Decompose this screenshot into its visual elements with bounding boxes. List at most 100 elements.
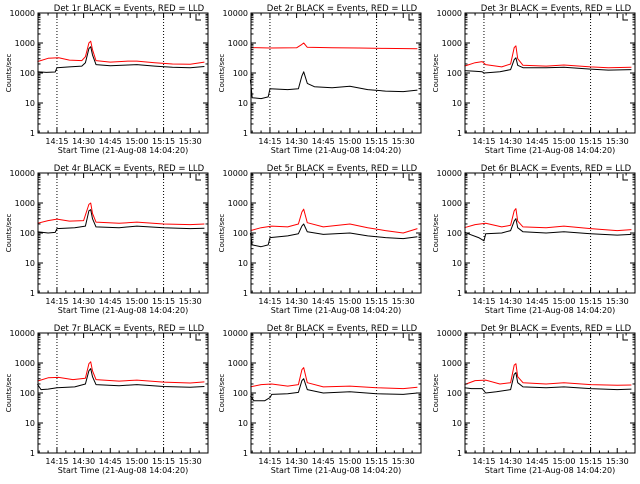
panel-title: Det 9r BLACK = Events, RED = LLD (481, 324, 632, 334)
x-axis-label: Start Time (21-Aug-08 14:04:20) (58, 466, 189, 475)
y-tick-label: 1000 (228, 359, 248, 368)
y-tick-label: 1000 (15, 359, 35, 368)
y-tick-label: 10000 (437, 169, 462, 178)
x-tick-label: 14:15 (258, 457, 281, 466)
detector-panel: Det 5r BLACK = Events, RED = LLD 1 10 100 10… (218, 164, 422, 315)
x-tick-label: 15:00 (338, 457, 361, 466)
detector-panel: Det 2r BLACK = Events, RED = LLD 1 10 100 10… (218, 4, 422, 155)
y-tick-label: 1 (243, 289, 248, 298)
y-tick-label: 100 (447, 69, 462, 78)
panel-title: Det 8r BLACK = Events, RED = LLD (267, 324, 418, 334)
y-tick-label: 10000 (437, 329, 462, 338)
x-tick-label: 15:15 (152, 457, 175, 466)
y-tick-label: 1000 (442, 199, 462, 208)
y-tick-label: 1 (30, 449, 35, 458)
lld-series-line (250, 42, 418, 50)
x-axis-label: Start Time (21-Aug-08 14:04:20) (58, 306, 189, 315)
y-axis-label: Counts/sec (432, 374, 440, 413)
x-tick-label: 15:30 (179, 297, 202, 306)
y-axis-label: Counts/sec (5, 374, 13, 413)
y-axis-label: Counts/sec (432, 214, 440, 253)
x-tick-label: 14:45 (99, 137, 122, 146)
x-tick-label: 15:00 (552, 137, 575, 146)
y-tick-label: 1 (457, 289, 462, 298)
y-tick-label: 10 (238, 259, 248, 268)
x-tick-label: 15:15 (579, 297, 602, 306)
x-tick-label: 14:45 (99, 457, 122, 466)
y-tick-label: 100 (233, 69, 248, 78)
detector-panel: Det 6r BLACK = Events, RED = LLD 1 10 100 10… (432, 164, 636, 315)
events-series-line (464, 218, 632, 242)
x-tick-label: 14:30 (285, 137, 308, 146)
detector-panel: Det 4r BLACK = Events, RED = LLD 1 10 100 10… (5, 164, 209, 315)
corner-marker (195, 14, 201, 21)
y-tick-label: 100 (20, 389, 35, 398)
y-tick-label: 1 (243, 129, 248, 138)
events-series-line (36, 368, 205, 391)
y-tick-label: 1000 (442, 39, 462, 48)
x-axis-label: Start Time (21-Aug-08 14:04:20) (485, 466, 616, 475)
events-series-line (249, 223, 418, 248)
x-tick-label: 15:30 (392, 297, 415, 306)
y-tick-label: 100 (233, 229, 248, 238)
x-tick-label: 14:30 (499, 297, 522, 306)
x-tick-label: 14:45 (99, 297, 122, 306)
x-tick-label: 14:45 (312, 457, 335, 466)
panel-title: Det 4r BLACK = Events, RED = LLD (54, 164, 205, 174)
x-axis-label: Start Time (21-Aug-08 14:04:20) (271, 466, 402, 475)
x-tick-label: 14:30 (72, 297, 95, 306)
y-tick-label: 100 (447, 229, 462, 238)
detector-panel: Det 8r BLACK = Events, RED = LLD 1 10 100 10… (218, 324, 422, 475)
x-tick-label: 14:15 (472, 457, 495, 466)
x-tick-label: 14:30 (72, 457, 95, 466)
lld-series-line (250, 208, 418, 234)
events-series-line (37, 209, 205, 234)
y-tick-label: 10000 (223, 9, 248, 18)
y-tick-label: 10000 (10, 169, 35, 178)
x-tick-label: 14:30 (499, 457, 522, 466)
x-tick-label: 14:30 (285, 297, 308, 306)
corner-marker (195, 334, 201, 341)
x-axis-label: Start Time (21-Aug-08 14:04:20) (271, 146, 402, 155)
y-tick-label: 1 (30, 129, 35, 138)
x-tick-label: 14:15 (258, 137, 281, 146)
panel-title: Det 3r BLACK = Events, RED = LLD (481, 4, 632, 14)
y-tick-label: 10000 (223, 169, 248, 178)
detector-panel: Det 3r BLACK = Events, RED = LLD 1 10 100 10… (432, 4, 636, 155)
x-tick-label: 14:15 (45, 457, 68, 466)
events-series-line (249, 378, 418, 402)
lld-series-line (464, 208, 632, 232)
lld-series-line (37, 202, 205, 226)
panel-title: Det 2r BLACK = Events, RED = LLD (267, 4, 418, 14)
x-tick-label: 15:30 (606, 297, 629, 306)
x-tick-label: 14:15 (258, 297, 281, 306)
x-tick-label: 15:15 (152, 297, 175, 306)
plot-frame (37, 12, 209, 134)
lld-series-line (464, 45, 632, 69)
y-tick-label: 10 (25, 259, 35, 268)
plot-frame (464, 332, 636, 454)
x-tick-label: 15:15 (579, 457, 602, 466)
y-tick-label: 10 (452, 419, 462, 428)
plot-frame (250, 12, 422, 134)
lld-series-line (37, 361, 205, 384)
x-tick-label: 14:30 (285, 457, 308, 466)
x-tick-label: 15:15 (365, 297, 388, 306)
plot-frame (37, 172, 209, 294)
x-tick-label: 15:30 (606, 137, 629, 146)
panel-title: Det 6r BLACK = Events, RED = LLD (481, 164, 632, 174)
y-tick-label: 1 (457, 129, 462, 138)
corner-marker (408, 174, 414, 181)
y-tick-label: 1000 (228, 199, 248, 208)
x-axis-label: Start Time (21-Aug-08 14:04:20) (271, 306, 402, 315)
x-tick-label: 14:15 (45, 137, 68, 146)
events-series-line (464, 372, 632, 394)
y-tick-label: 10000 (10, 9, 35, 18)
y-tick-label: 1 (243, 449, 248, 458)
y-tick-label: 100 (447, 389, 462, 398)
y-tick-label: 100 (233, 389, 248, 398)
corner-marker (622, 334, 628, 341)
events-series-line (249, 71, 418, 100)
corner-marker (408, 14, 414, 21)
